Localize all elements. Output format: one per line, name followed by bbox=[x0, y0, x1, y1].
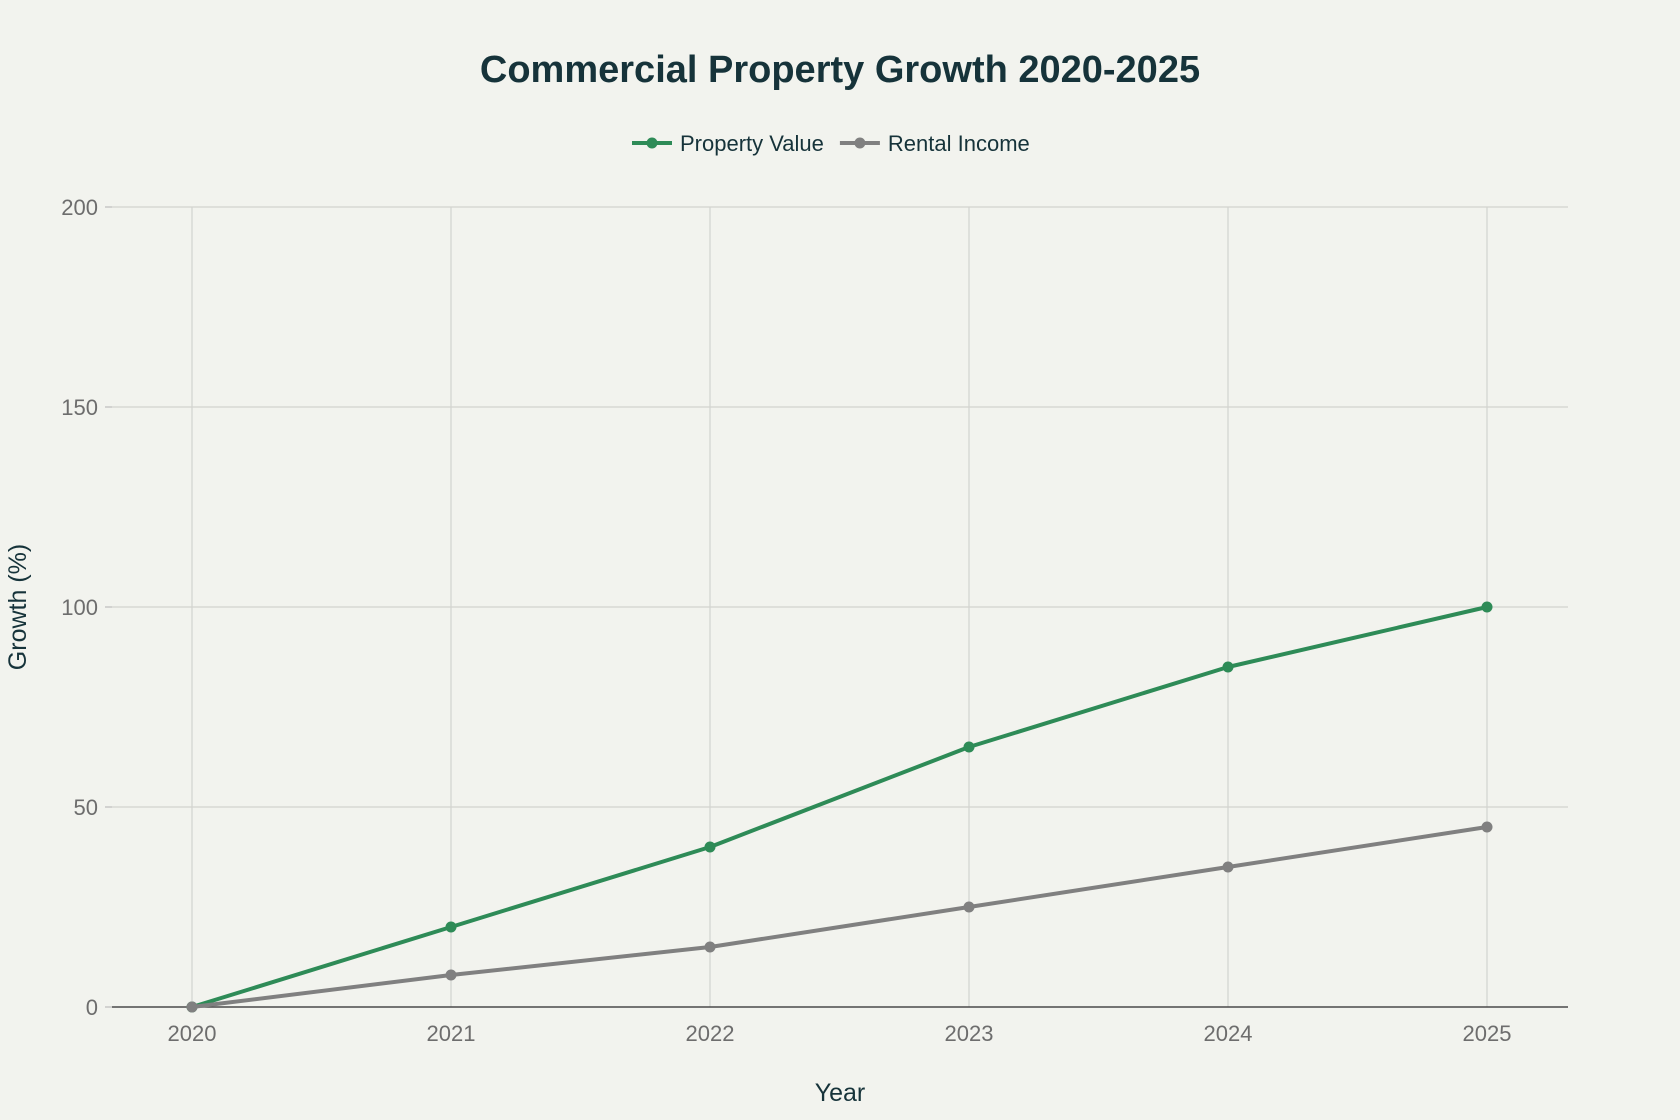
data-point-rental-income-2024[interactable] bbox=[1222, 861, 1234, 873]
x-axis-title: Year bbox=[815, 1079, 866, 1107]
data-point-property-value-2021[interactable] bbox=[445, 921, 457, 933]
x-tick-label-2021: 2021 bbox=[427, 1021, 476, 1046]
x-tick-label-2025: 2025 bbox=[1463, 1021, 1512, 1046]
x-tick-label-2022: 2022 bbox=[686, 1021, 735, 1046]
legend-label-property-value: Property Value bbox=[680, 131, 824, 156]
y-tick-label-200: 200 bbox=[61, 195, 98, 220]
y-axis-ticks: 0 50 100 150 200 bbox=[61, 195, 112, 1020]
y-tick-label-100: 100 bbox=[61, 595, 98, 620]
data-point-rental-income-2020[interactable] bbox=[186, 1001, 198, 1013]
data-point-rental-income-2023[interactable] bbox=[963, 901, 975, 913]
data-point-property-value-2022[interactable] bbox=[704, 841, 716, 853]
y-axis-title: Growth (%) bbox=[4, 544, 32, 670]
chart-title: Commercial Property Growth 2020-2025 bbox=[480, 49, 1200, 91]
x-tick-label-2020: 2020 bbox=[168, 1021, 217, 1046]
data-point-property-value-2025[interactable] bbox=[1481, 601, 1493, 613]
legend-item-rental-income[interactable]: Rental Income bbox=[839, 131, 1030, 156]
series-rental-income bbox=[186, 821, 1493, 1013]
y-tick-label-0: 0 bbox=[86, 995, 98, 1020]
series-layer bbox=[186, 601, 1493, 1013]
data-point-rental-income-2025[interactable] bbox=[1481, 821, 1493, 833]
legend-label-rental-income: Rental Income bbox=[888, 131, 1030, 156]
legend-marker-property-value bbox=[646, 137, 658, 149]
data-point-property-value-2024[interactable] bbox=[1222, 661, 1234, 673]
x-tick-label-2023: 2023 bbox=[945, 1021, 994, 1046]
grid bbox=[112, 206, 1568, 1007]
x-axis-ticks: 2020 2021 2022 2023 2024 2025 bbox=[168, 1021, 1512, 1046]
legend-marker-rental-income bbox=[854, 137, 866, 149]
legend: Property Value Rental Income bbox=[632, 131, 1030, 156]
legend-item-property-value[interactable]: Property Value bbox=[632, 131, 824, 156]
data-point-rental-income-2021[interactable] bbox=[445, 969, 457, 981]
y-tick-label-150: 150 bbox=[61, 395, 98, 420]
series-line-property-value bbox=[190, 605, 1489, 1009]
series-line-rental-income bbox=[190, 825, 1489, 1009]
x-tick-label-2024: 2024 bbox=[1204, 1021, 1253, 1046]
y-tick-label-50: 50 bbox=[74, 795, 98, 820]
data-point-property-value-2023[interactable] bbox=[963, 741, 975, 753]
data-point-rental-income-2022[interactable] bbox=[704, 941, 716, 953]
